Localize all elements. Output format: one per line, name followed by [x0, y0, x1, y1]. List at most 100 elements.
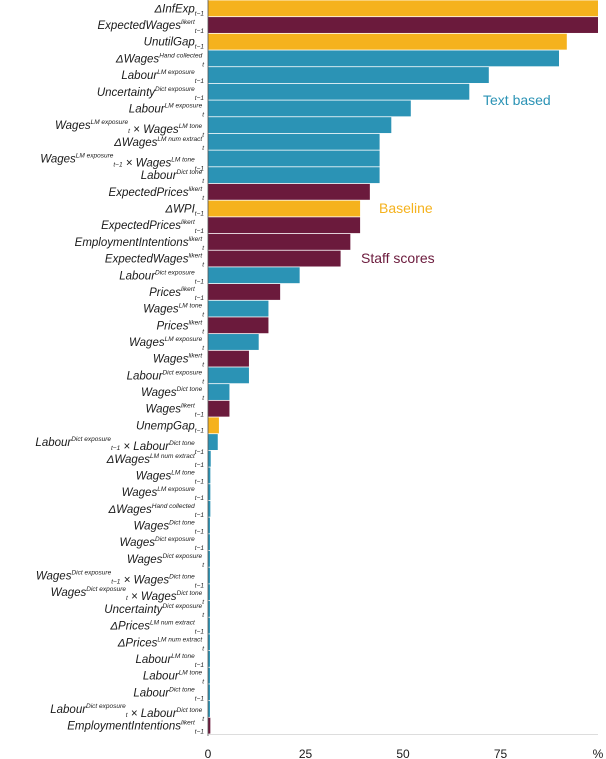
bar: [208, 634, 210, 651]
bar: [208, 283, 281, 300]
category-label: WagesDict exposuret−1: [119, 536, 204, 552]
bar: [208, 133, 380, 150]
bar: [208, 650, 210, 667]
category-label: ΔWagesHand collectedt: [115, 52, 205, 68]
bar: [208, 534, 210, 551]
bar: [208, 417, 219, 434]
category-label: Priceslikertt: [157, 319, 206, 335]
labels-layer: ΔInfExpt−1 ExpectedWageslikertt−1 UnutilGa…: [35, 3, 205, 735]
category-label: Wageslikertt−1: [145, 403, 204, 419]
category-label: Wageslikertt: [153, 353, 205, 369]
bar: [208, 400, 230, 417]
category-label: ExpectedWageslikertt: [105, 253, 205, 269]
bar: [208, 300, 269, 317]
bar: [208, 617, 210, 634]
category-label: LabourDict tonet: [141, 169, 205, 185]
category-label: WagesLM tonet−1: [136, 469, 205, 485]
category-label: WagesDict exposuret: [127, 553, 205, 569]
bar: [208, 17, 598, 33]
bar: [208, 500, 211, 517]
category-label: UncertaintyDict exposuret: [104, 603, 205, 619]
x-unit-label: %: [593, 747, 604, 759]
category-label: Priceslikertt−1: [149, 286, 204, 302]
category-label: ΔWagesHand collectedt−1: [107, 503, 204, 519]
annotation-label: Text based: [483, 92, 551, 108]
bar: [208, 33, 567, 50]
bar: [208, 450, 211, 467]
category-label: LabourDict exposuret: [127, 369, 206, 385]
bar: [208, 150, 380, 167]
bar: [208, 0, 598, 17]
category-label: LabourLM tonet−1: [135, 653, 204, 669]
bar: [208, 317, 269, 334]
annotation-label: Staff scores: [361, 250, 435, 266]
annotations: Text based Baseline Staff scores: [361, 92, 551, 266]
x-tick-label: 75: [494, 747, 508, 759]
annotation-label: Baseline: [379, 200, 433, 216]
bar: [208, 467, 211, 484]
x-tick-label: 25: [299, 747, 313, 759]
bar: [208, 117, 392, 134]
bar: [208, 67, 489, 84]
bar: [208, 684, 210, 701]
bar: [208, 334, 259, 350]
bar: [208, 384, 230, 400]
x-axis: 0 25 50 75%: [205, 0, 604, 759]
x-tick-label: 0: [205, 747, 212, 759]
category-label: WagesLM exposuret−1: [122, 486, 205, 502]
bars-layer: [208, 0, 598, 734]
category-label: WagesLM tonet: [143, 303, 205, 319]
category-label: LabourDict exposuret−1: [119, 269, 204, 285]
bar: [208, 667, 210, 684]
category-label: ΔPricesLM num extractt: [117, 636, 205, 652]
category-label: LabourDict exposuret−1 × LabourDict tone…: [35, 436, 204, 456]
category-label: LabourLM tonet: [143, 670, 205, 686]
bar: [208, 50, 559, 67]
category-label: LabourDict exposuret × LabourDict tonet: [50, 703, 205, 723]
category-label: ΔWagesLM num extractt−1: [106, 453, 205, 469]
bar: [208, 267, 300, 284]
bar: [208, 517, 210, 534]
bar: [208, 484, 211, 501]
category-label: EmploymentIntentionslikertt−1: [67, 720, 204, 736]
category-label: LabourLM exposuret−1: [121, 69, 204, 85]
category-label: UnempGapt−1: [136, 420, 204, 434]
bar: [208, 550, 210, 567]
bar: [208, 200, 361, 217]
category-label: UnutilGapt−1: [144, 37, 205, 51]
category-label: WagesDict exposuret−1 × WagesDict tonet−…: [36, 570, 205, 590]
bar: [208, 217, 361, 234]
category-label: ΔPricesLM num extractt−1: [109, 620, 204, 636]
bar: [208, 100, 411, 117]
category-label: ExpectedWageslikertt−1: [98, 19, 205, 35]
category-label: ΔWPIt−1: [164, 204, 204, 218]
category-label: ExpectedPriceslikertt: [109, 186, 206, 202]
bar: [208, 350, 249, 367]
bar: [208, 717, 211, 734]
category-label: WagesLM exposuret−1 × WagesLM tonet−1: [40, 152, 204, 172]
category-label: ExpectedPriceslikertt−1: [101, 219, 204, 235]
category-label: UncertaintyDict exposuret−1: [97, 86, 205, 102]
category-label: ΔWagesLM num extractt: [113, 136, 205, 152]
bar: [208, 183, 370, 200]
category-label: WagesDict exposuret × WagesDict tonet: [51, 586, 206, 606]
category-label: EmploymentIntentionslikertt: [75, 236, 206, 252]
category-label: WagesLM exposuret: [129, 336, 205, 352]
bar: [208, 233, 351, 250]
category-label: WagesDict tonet: [141, 386, 205, 402]
bar: [208, 367, 249, 384]
bar: [208, 584, 210, 601]
category-label: LabourDict tonet−1: [133, 686, 204, 702]
bar: [208, 434, 218, 451]
category-label: ΔInfExpt−1: [153, 3, 204, 17]
category-label: WagesLM exposuret × WagesLM tonet: [55, 119, 205, 139]
bar: [208, 167, 380, 184]
bar: [208, 83, 470, 100]
bar: [208, 567, 210, 584]
bar: [208, 701, 210, 717]
bar: [208, 600, 210, 617]
category-label: WagesDict tonet−1: [134, 519, 205, 535]
category-label: LabourLM exposuret: [129, 102, 205, 118]
x-tick-label: 50: [396, 747, 410, 759]
